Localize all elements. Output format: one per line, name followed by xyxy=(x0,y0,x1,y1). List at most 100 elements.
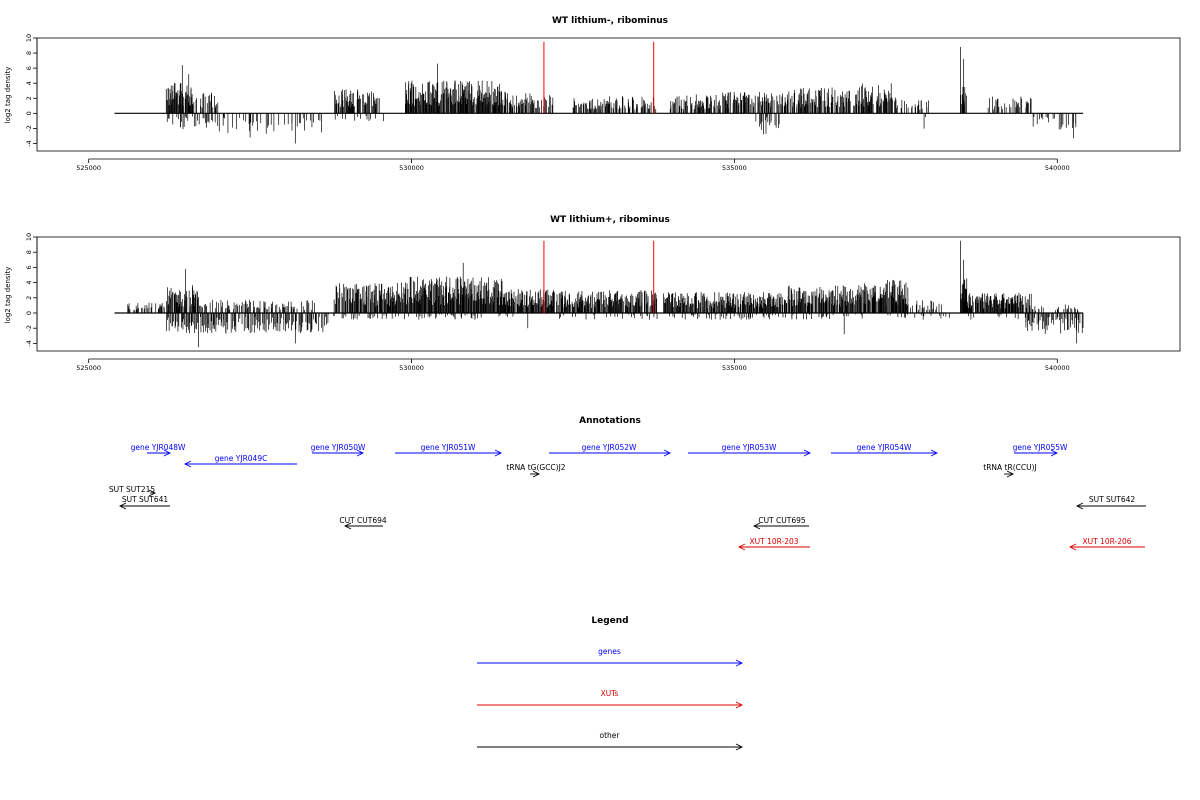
feature-label: gene YJR054W xyxy=(857,443,912,452)
feature-arrowhead xyxy=(1068,543,1077,551)
feature-arrowhead xyxy=(1075,502,1084,510)
legend-title: Legend xyxy=(591,616,628,626)
feature-label: gene YJR053W xyxy=(722,443,777,452)
y-tick-label: 8 xyxy=(25,51,33,55)
feature-arrowhead xyxy=(163,449,172,457)
y-tick-label: 6 xyxy=(25,66,33,70)
feature-arrowhead xyxy=(803,449,812,457)
feature-arrowhead xyxy=(735,659,744,667)
x-axis: 525000 530000 535000 540000 xyxy=(76,358,1070,372)
plot-frame xyxy=(36,37,1181,152)
feature-label: tRNA tR(CCU)J xyxy=(983,463,1036,472)
annotation-feature: tRNA tG(GCC)J2 xyxy=(506,463,566,478)
feature-arrowhead xyxy=(343,522,352,530)
x-tick-label: 540000 xyxy=(1045,164,1070,172)
x-tick-label: 530000 xyxy=(399,164,424,172)
legend-label: genes xyxy=(598,647,621,656)
y-tick-label: 2 xyxy=(25,296,33,300)
legend-item: genes xyxy=(477,647,744,667)
y-axis: -4 -2 0 2 4 6 8 10 xyxy=(25,233,38,347)
y-tick-label: 4 xyxy=(25,81,33,85)
red-markers xyxy=(543,240,655,313)
feature-arrowhead xyxy=(735,743,744,751)
annotation-feature: CUT CUT695 xyxy=(752,516,809,530)
y-tick-label: 6 xyxy=(25,265,33,269)
y-axis: -4 -2 0 2 4 6 8 10 xyxy=(25,34,38,147)
y-tick-label: 8 xyxy=(25,250,33,254)
y-tick-label: 2 xyxy=(25,96,33,100)
annotation-feature: SUT SUT215 xyxy=(109,485,157,497)
annotation-feature: gene YJR048W xyxy=(131,443,186,457)
annotation-feature: gene YJR049C xyxy=(183,454,297,468)
feature-arrowhead xyxy=(1006,470,1015,478)
annotation-feature: SUT SUT642 xyxy=(1075,495,1146,510)
x-tick-label: 540000 xyxy=(1045,364,1070,372)
x-tick-label: 525000 xyxy=(76,364,101,372)
feature-arrowhead xyxy=(118,502,127,510)
feature-arrowhead xyxy=(494,449,503,457)
feature-label: gene YJR052W xyxy=(582,443,637,452)
feature-arrowhead xyxy=(663,449,672,457)
y-axis-label: log2 tag density xyxy=(4,267,12,324)
x-tick-label: 535000 xyxy=(722,164,747,172)
feature-label: XUT 10R-203 xyxy=(749,537,798,546)
feature-label: gene YJR048W xyxy=(131,443,186,452)
feature-label: CUT CUT695 xyxy=(758,516,806,525)
legend-label: other xyxy=(600,731,621,740)
feature-arrowhead xyxy=(737,543,746,551)
feature-label: gene YJR050W xyxy=(311,443,366,452)
feature-label: CUT CUT694 xyxy=(339,516,387,525)
annotation-feature: gene YJR052W xyxy=(549,443,672,457)
panel-title: WT lithium+, ribominus xyxy=(550,215,670,225)
feature-arrowhead xyxy=(752,522,761,530)
annotation-feature: gene YJR055W xyxy=(1013,443,1068,457)
annotation-features: gene YJR048W gene YJR049C gene YJR050W gene… xyxy=(109,443,1146,551)
y-tick-label: -4 xyxy=(25,140,33,146)
track-panel-lithium-plus: WT lithium+, ribominus log2 tag density … xyxy=(4,215,1181,372)
annotation-feature: gene YJR050W xyxy=(311,443,366,457)
feature-label: SUT SUT642 xyxy=(1089,495,1136,504)
x-tick-label: 535000 xyxy=(722,364,747,372)
feature-arrowhead xyxy=(183,460,192,468)
y-tick-label: 0 xyxy=(25,311,33,315)
annotation-feature: tRNA tR(CCU)J xyxy=(983,463,1037,478)
track-panel-lithium-minus: WT lithium-, ribominus log2 tag density … xyxy=(4,16,1181,172)
legend-label: XUTs xyxy=(601,689,619,698)
y-axis-label: log2 tag density xyxy=(4,67,12,124)
feature-arrowhead xyxy=(532,470,541,478)
panel-title: WT lithium-, ribominus xyxy=(552,16,668,26)
annotation-feature: XUT 10R-206 xyxy=(1068,537,1145,551)
feature-label: SUT SUT215 xyxy=(109,485,156,494)
feature-label: SUT SUT641 xyxy=(122,495,169,504)
annotation-feature: gene YJR054W xyxy=(831,443,939,457)
feature-arrowhead xyxy=(930,449,939,457)
y-tick-label: 4 xyxy=(25,281,33,285)
y-tick-label: 0 xyxy=(25,111,33,115)
plot-frame xyxy=(36,236,1181,352)
density-bars xyxy=(127,240,1084,348)
feature-label: gene YJR055W xyxy=(1013,443,1068,452)
feature-arrowhead xyxy=(1050,449,1059,457)
annotation-feature: gene YJR051W xyxy=(395,443,503,457)
feature-label: XUT 10R-206 xyxy=(1082,537,1131,546)
feature-label: tRNA tG(GCC)J2 xyxy=(506,463,565,472)
feature-label: gene YJR049C xyxy=(215,454,268,463)
x-axis: 525000 530000 535000 540000 xyxy=(76,158,1070,172)
x-tick-label: 525000 xyxy=(76,164,101,172)
feature-arrowhead xyxy=(356,449,365,457)
y-tick-label: 10 xyxy=(25,34,33,42)
legend-panel: Legend genes XUTs other xyxy=(477,616,744,751)
density-bars xyxy=(165,47,1077,144)
y-tick-label: -2 xyxy=(25,125,33,131)
red-markers xyxy=(543,41,655,114)
feature-arrowhead xyxy=(735,701,744,709)
legend-item: other xyxy=(477,731,744,751)
y-tick-label: -2 xyxy=(25,325,33,331)
legend-item: XUTs xyxy=(477,689,744,709)
annotation-feature: XUT 10R-203 xyxy=(737,537,810,551)
x-tick-label: 530000 xyxy=(399,364,424,372)
feature-label: gene YJR051W xyxy=(421,443,476,452)
feature-arrowhead xyxy=(148,489,157,497)
